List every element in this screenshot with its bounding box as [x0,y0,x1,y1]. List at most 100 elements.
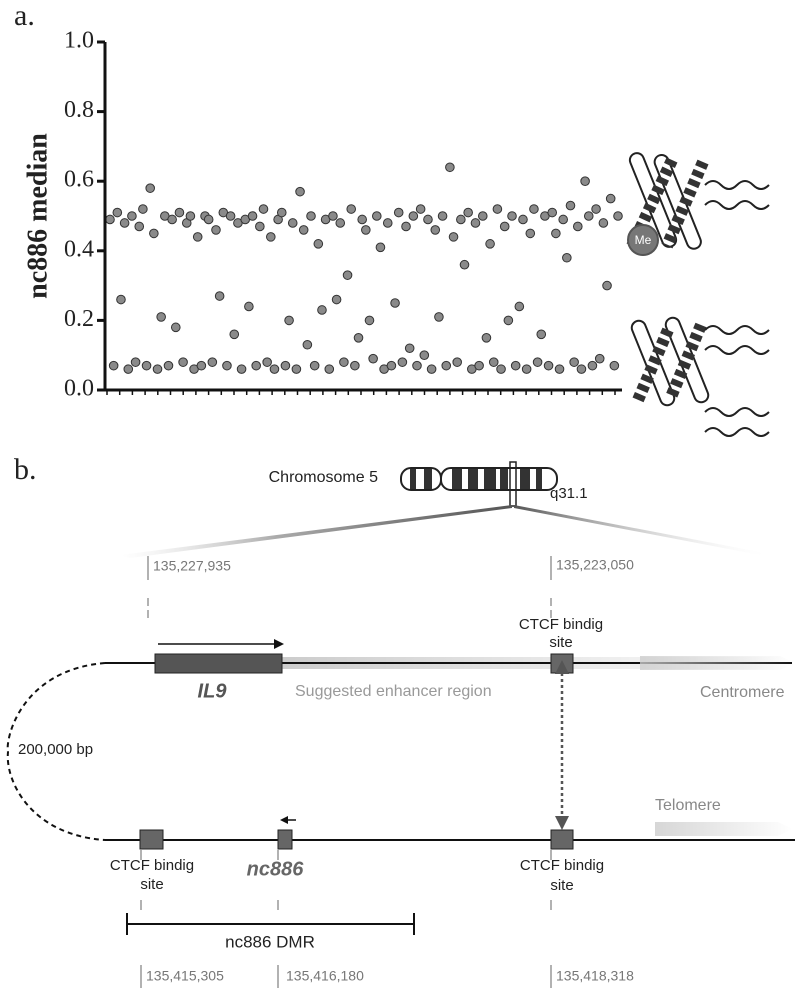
point [105,214,115,225]
point [375,242,386,253]
loop [6,662,106,841]
point [441,360,452,371]
panel-label: b. [14,453,37,486]
point [393,207,404,218]
point [317,305,327,315]
y-tick-label: 0.2 [64,306,94,332]
transcription-arrow [280,816,288,824]
ncrna-box [277,829,293,850]
point [244,301,254,312]
point [401,221,411,232]
point [488,357,499,367]
coordinate: 135,227,935 [153,558,231,574]
point [430,225,441,235]
point [156,312,166,322]
x-minor-ticks [106,390,616,395]
point [266,232,276,242]
ctcf-box [550,829,574,850]
ctcf-label: site [550,877,573,894]
panel-label: a. [14,0,35,32]
point [276,207,287,218]
point [569,357,579,367]
telomere-label: Telomere [655,797,721,814]
point [514,301,525,312]
point [364,315,375,326]
point [415,204,426,214]
point [346,204,357,214]
point [503,315,514,326]
point [287,218,298,228]
point [470,218,481,228]
coordinate-markers [140,556,552,988]
point [298,225,309,235]
interaction-arrow [555,816,569,830]
point [291,364,302,374]
coordinate: 135,418,318 [556,968,634,984]
point [521,364,532,374]
point [532,357,543,367]
coordinate: 135,415,305 [146,968,224,984]
point [481,333,492,343]
point [302,339,313,350]
interaction-arrow [555,660,569,674]
chromosome-icons [626,152,770,437]
point [437,211,448,221]
point [112,207,123,218]
point [203,214,214,225]
point [456,214,466,225]
point [386,360,397,371]
point [598,218,609,228]
point [397,357,408,367]
point [434,312,444,322]
point [269,364,280,374]
point [368,353,378,364]
plot-area [105,162,623,374]
point [412,360,422,371]
chromosome-label: Chromosome 5 [269,469,378,486]
point [251,360,261,371]
point [562,252,572,263]
point [507,211,517,221]
point [331,294,342,305]
ctcf-box [139,829,164,850]
dmr-bracket [126,913,415,935]
point [382,218,393,228]
y-axis-label: nc886 median [22,133,53,299]
point [580,176,590,186]
point [167,214,177,225]
point [463,207,473,218]
point [141,360,152,371]
point [313,239,324,249]
point [565,200,576,211]
point [551,228,561,239]
ncrna-label: nc886 [247,858,305,880]
point [404,343,415,354]
point [492,204,503,214]
point [152,364,163,374]
y-tick-label: 1.0 [64,28,94,54]
point [174,207,185,218]
direction-arrow [640,656,795,670]
point [262,357,272,367]
point [518,214,528,225]
point [335,218,346,228]
point [108,360,119,371]
band-label: q31.1 [550,485,588,502]
point [605,193,616,204]
point [130,357,141,367]
point [419,350,430,361]
transcription-arrow [274,639,284,649]
y-tick-label: 0.6 [64,167,94,193]
point [353,333,364,343]
centromere-label: Centromere [700,684,785,701]
point [587,360,598,371]
point [485,239,495,249]
point [525,228,536,239]
point [196,360,207,371]
point [361,225,371,235]
zoom-line [514,505,765,556]
zoom-line [120,505,512,558]
point [499,221,510,232]
point [459,259,470,270]
point [583,211,594,221]
